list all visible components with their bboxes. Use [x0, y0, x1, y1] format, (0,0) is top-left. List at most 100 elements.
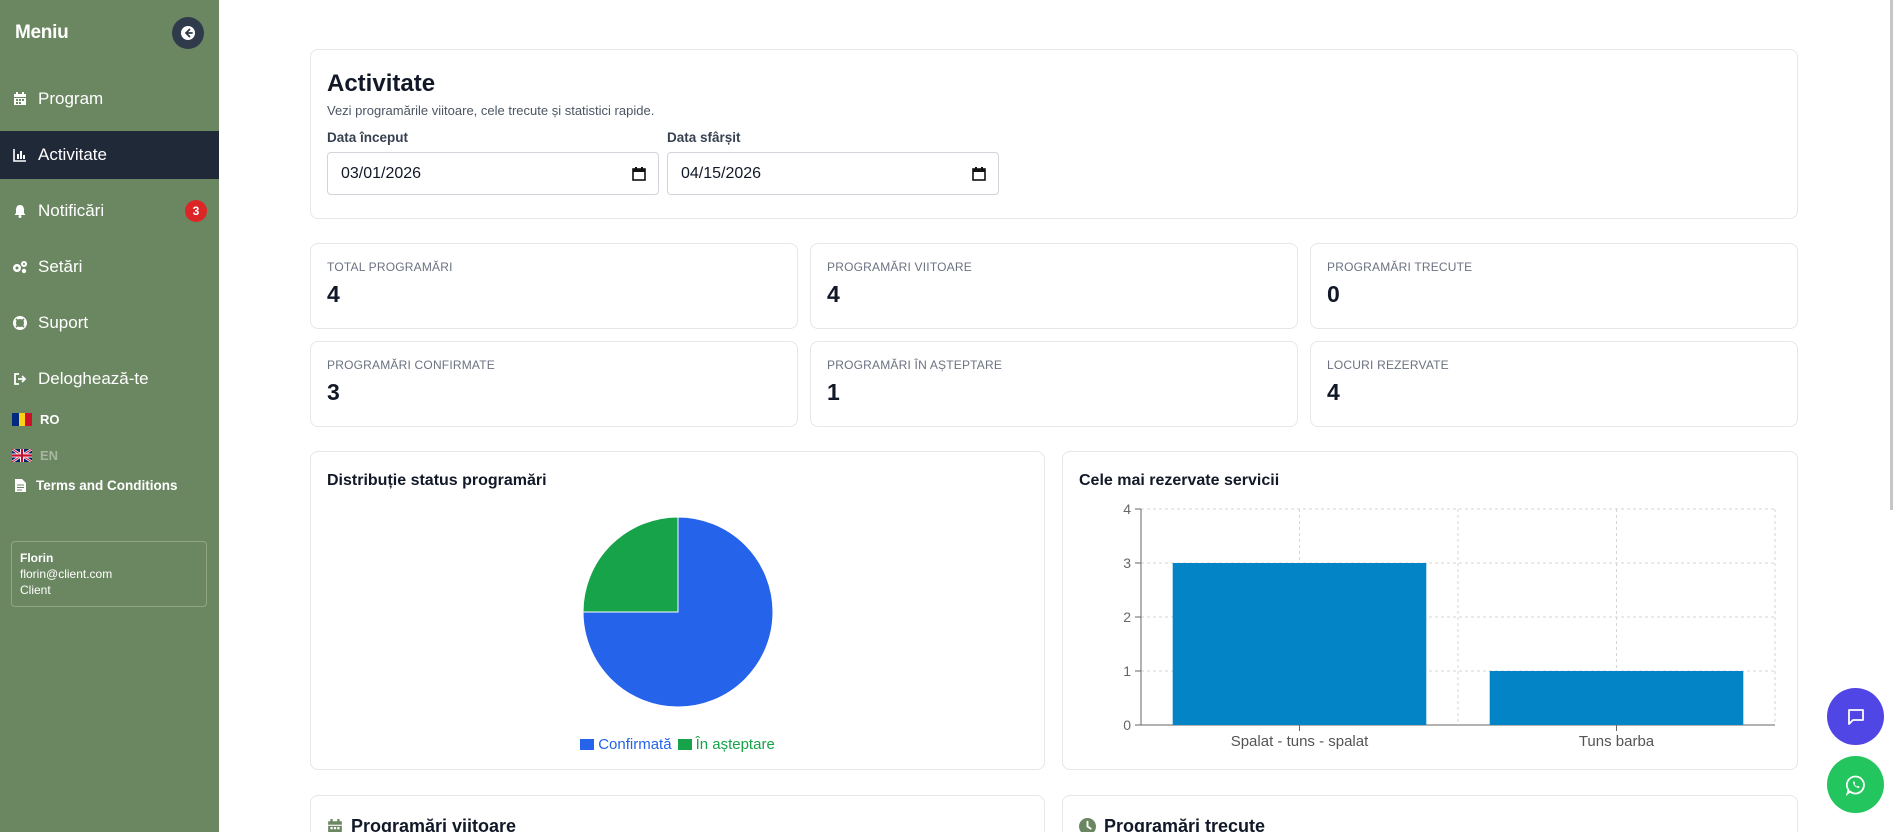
- x-tick-label: Spalat - tuns - spalat: [1231, 733, 1369, 750]
- stat-label: PROGRAMĂRI VIITOARE: [827, 260, 972, 274]
- sidebar-item-label: Setări: [38, 257, 83, 276]
- y-tick-label: 0: [1123, 717, 1131, 733]
- stat-label: PROGRAMĂRI ÎN AȘTEPTARE: [827, 358, 1003, 372]
- stat-card-total: TOTAL PROGRAMĂRI 4: [310, 243, 798, 329]
- stat-value: 3: [327, 379, 340, 405]
- legend-swatch: [580, 739, 595, 750]
- document-icon: [12, 477, 28, 493]
- stat-value: 1: [827, 379, 840, 405]
- top-services-card: Cele mai rezervate servicii 0 1 2 3 4 Spalat …: [1062, 451, 1798, 770]
- terms-label: Terms and Conditions: [36, 477, 178, 493]
- start-date-value: 03/01/2026: [341, 164, 422, 182]
- stat-card-confirmed: PROGRAMĂRI CONFIRMATE 3: [310, 341, 798, 427]
- sidebar-item-suport[interactable]: Suport: [0, 299, 219, 347]
- chat-button[interactable]: [1827, 688, 1884, 745]
- collapse-sidebar-button[interactable]: [172, 17, 204, 49]
- stat-card-past: PROGRAMĂRI TRECUTE 0: [1310, 243, 1798, 329]
- sidebar: Meniu Program Activitate Notificări: [0, 0, 219, 832]
- stat-value: 4: [827, 281, 840, 307]
- whatsapp-icon: [1845, 775, 1865, 796]
- sidebar-item-notificari[interactable]: Notificări 3: [0, 187, 219, 235]
- chart-title: Distribuție status programări: [327, 472, 547, 489]
- legend-item-confirmed[interactable]: Confirmată: [580, 736, 672, 753]
- start-date-label: Data început: [327, 130, 409, 145]
- arrow-left-circle-icon: [181, 26, 195, 40]
- pie-legend: Confirmată În așteptare: [311, 736, 1044, 753]
- legend-item-pending[interactable]: În așteptare: [677, 736, 775, 753]
- y-tick-label: 1: [1123, 663, 1131, 679]
- bar[interactable]: [1489, 671, 1744, 725]
- calendar-icon: [12, 91, 28, 107]
- stat-label: TOTAL PROGRAMĂRI: [327, 260, 453, 274]
- activity-header-card: Activitate Vezi programările viitoare, c…: [310, 49, 1798, 219]
- sidebar-nav: Program Activitate Notificări 3 Setări: [0, 75, 219, 403]
- stat-value: 0: [1327, 281, 1340, 307]
- language-ro[interactable]: RO: [0, 407, 219, 431]
- stat-label: LOCURI REZERVATE: [1327, 358, 1449, 372]
- pie-slice-pending[interactable]: [582, 517, 679, 613]
- language-label: EN: [40, 447, 59, 463]
- notification-badge: 3: [185, 200, 207, 222]
- sidebar-item-label: Program: [38, 89, 104, 108]
- date-range: Data început 03/01/2026 Data sfârșit 04/…: [327, 130, 1781, 195]
- upcoming-appointments-card: Programări viitoare: [310, 795, 1045, 832]
- end-date-label: Data sfârșit: [667, 130, 741, 145]
- bell-icon: [12, 203, 28, 219]
- lifebuoy-icon: [12, 315, 28, 331]
- status-distribution-card: Distribuție status programări Confirmată…: [310, 451, 1045, 770]
- language-label: RO: [40, 411, 60, 427]
- user-card: Florin florin@client.com Client: [11, 541, 207, 607]
- terms-link[interactable]: Terms and Conditions: [0, 471, 219, 499]
- calendar-icon[interactable]: [972, 166, 986, 181]
- stat-label: PROGRAMĂRI CONFIRMATE: [327, 358, 495, 372]
- user-role: Client: [20, 583, 51, 597]
- sidebar-title: Meniu: [15, 22, 69, 43]
- chart-icon: [12, 147, 28, 163]
- sidebar-item-delogheaza[interactable]: Deloghează-te: [0, 355, 219, 403]
- whatsapp-button[interactable]: [1827, 756, 1884, 813]
- language-en[interactable]: EN: [0, 443, 219, 467]
- bar[interactable]: [1172, 563, 1427, 725]
- romania-flag-icon: [12, 412, 33, 426]
- start-date-input[interactable]: 03/01/2026: [327, 152, 659, 195]
- stat-label: PROGRAMĂRI TRECUTE: [1327, 260, 1473, 274]
- start-date-group: Data început 03/01/2026: [327, 130, 659, 195]
- sidebar-item-program[interactable]: Program: [0, 75, 219, 123]
- x-tick-label: Tuns barba: [1579, 733, 1655, 750]
- calendar-icon: [328, 819, 342, 832]
- legend-swatch: [677, 739, 692, 750]
- stat-card-seats: LOCURI REZERVATE 4: [1310, 341, 1798, 427]
- logout-icon: [12, 371, 28, 387]
- stat-value: 4: [1327, 379, 1340, 405]
- user-name: Florin: [20, 551, 54, 565]
- section-title: Programări viitoare: [351, 816, 517, 832]
- sidebar-item-setari[interactable]: Setări: [0, 243, 219, 291]
- chart-title: Cele mai rezervate servicii: [1079, 472, 1280, 489]
- legend-label: Confirmată: [598, 736, 672, 753]
- chat-icon: [1847, 708, 1864, 725]
- stat-value: 4: [327, 281, 340, 307]
- gears-icon: [12, 259, 28, 275]
- past-appointments-card: Programări trecute: [1062, 795, 1798, 832]
- end-date-value: 04/15/2026: [681, 164, 762, 182]
- services-bar-chart: 0 1 2 3 4 Spalat - tuns - spalat Tuns barba: [1123, 501, 1776, 750]
- page-title: Activitate: [327, 70, 436, 97]
- section-title: Programări trecute: [1104, 816, 1266, 832]
- calendar-icon[interactable]: [632, 166, 646, 181]
- uk-flag-icon: [12, 448, 32, 462]
- end-date-group: Data sfârșit 04/15/2026: [667, 130, 999, 195]
- sidebar-item-label: Activitate: [38, 145, 107, 164]
- sidebar-item-label: Suport: [38, 313, 89, 332]
- page-scrollbar[interactable]: [1890, 0, 1893, 510]
- end-date-input[interactable]: 04/15/2026: [667, 152, 999, 195]
- stat-card-upcoming: PROGRAMĂRI VIITOARE 4: [810, 243, 1298, 329]
- status-pie-chart: [582, 517, 774, 708]
- user-email: florin@client.com: [20, 567, 113, 581]
- stat-card-pending: PROGRAMĂRI ÎN AȘTEPTARE 1: [810, 341, 1298, 427]
- y-tick-label: 2: [1123, 609, 1131, 625]
- sidebar-item-label: Deloghează-te: [38, 369, 149, 388]
- sidebar-item-activitate[interactable]: Activitate: [0, 131, 219, 179]
- pie-slice-confirmed[interactable]: [582, 517, 774, 708]
- page-subtitle: Vezi programările viitoare, cele trecute…: [327, 103, 655, 118]
- legend-label: În așteptare: [695, 736, 775, 753]
